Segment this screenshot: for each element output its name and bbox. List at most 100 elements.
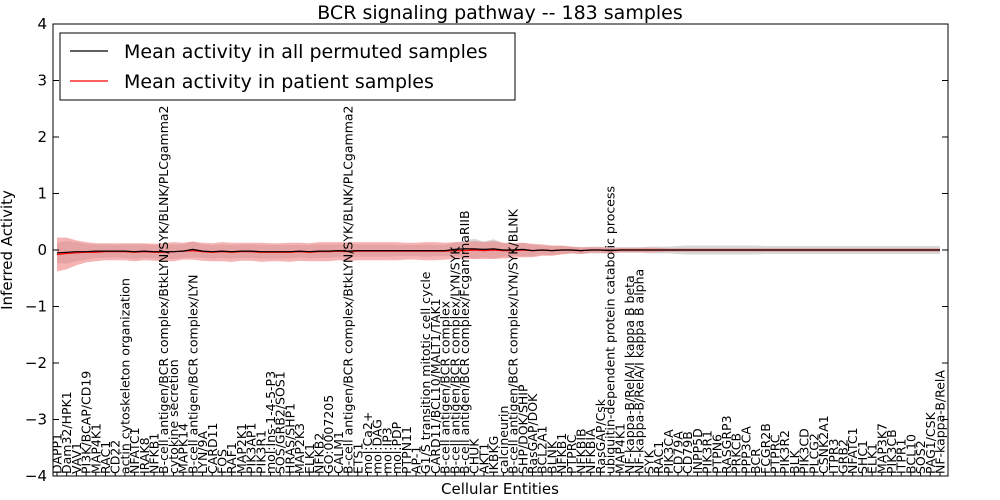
x-tick-label: B-cell antigen/BCR complex/LYN bbox=[185, 275, 200, 475]
x-tick-label: BLK bbox=[787, 449, 802, 474]
x-tick-label: CD79A bbox=[671, 431, 686, 474]
x-tick-label: CARD11 bbox=[205, 423, 220, 475]
x-tick-label: MAP4K1 bbox=[88, 423, 103, 474]
x-tick-label: GO:0007205 bbox=[321, 395, 336, 474]
x-tick-label: B-cell antigen/BCR complex/BtkLYN/SYK/BL… bbox=[341, 106, 356, 475]
x-tick-label: RASGRP3 bbox=[719, 415, 734, 474]
x-tick-label: PIK3CA bbox=[661, 429, 676, 474]
x-tick-label: NFKB1 bbox=[147, 433, 162, 474]
x-tick-label: PTPRC bbox=[768, 434, 783, 474]
x-tick-label: AP-1 bbox=[409, 446, 424, 474]
x-tick-label: B-cell antigen/BCR complex/LYN/SYK/BLNK bbox=[506, 208, 521, 474]
x-tick-label: BCL10 bbox=[903, 434, 918, 474]
x-tick-label: BCR bbox=[748, 448, 763, 474]
x-tick-label: G1/S transition mitotic cell cycle bbox=[418, 271, 433, 474]
x-tick-label: INPP5D bbox=[690, 428, 705, 474]
legend-box bbox=[59, 32, 516, 101]
legend: Mean activity in all permuted samples Me… bbox=[59, 32, 516, 101]
x-tick-label: NFATC1 bbox=[845, 427, 860, 474]
x-tick-label: VAV1 bbox=[69, 442, 84, 474]
x-tick-label: RAC1 bbox=[651, 441, 666, 474]
x-tick-label: SOS2 bbox=[913, 440, 928, 474]
x-tick-label: ubiquitin-dependent protein catabolic pr… bbox=[603, 186, 618, 474]
x-tick-label: RAF1 bbox=[224, 442, 239, 474]
x-tick-label: Dam32/HPK1 bbox=[59, 391, 74, 474]
x-tick-label: PLCG2 bbox=[806, 433, 821, 474]
x-tick-label: PIK3AP1 bbox=[244, 423, 259, 474]
x-tick-label: PPP3CA bbox=[738, 426, 753, 474]
x-tick-label: RasGAP/Csk bbox=[593, 398, 608, 474]
x-tick-label: CARD11/BCL10/MALT1/TAK1 bbox=[428, 298, 443, 474]
x-tick-label: B-cell antigen/BCR complex/FcgammaRIIB bbox=[457, 210, 472, 474]
x-tick-label: AKT1 bbox=[476, 443, 491, 474]
x-tick-label: CD22 bbox=[108, 440, 123, 474]
y-axis-label: Inferred Activity bbox=[0, 190, 16, 310]
x-tick-label: PIK3R1 bbox=[253, 430, 268, 474]
x-tick-label: SHC1 bbox=[855, 440, 870, 474]
x-tick-label: mol:Ins-1-4-5-P3 bbox=[263, 371, 278, 474]
x-tick-label: mol:IP3 bbox=[379, 427, 394, 474]
x-tick-label: SOS/GRB2/SOS1 bbox=[273, 371, 288, 474]
x-tick-label: IRAK8 bbox=[137, 437, 152, 474]
x-tick-label: NF-kappa-B/RelA/I kappa B beta bbox=[622, 275, 637, 474]
variance-bands bbox=[57, 237, 940, 272]
x-tick-label: calcineurin bbox=[496, 406, 511, 474]
x-tick-label: PTPRC bbox=[564, 434, 579, 474]
x-tick-label: CD79B bbox=[680, 431, 695, 474]
x-tick-label: MAPK14 bbox=[176, 423, 191, 474]
series-line-permuted bbox=[56, 248, 940, 254]
x-tick-label: PIK3CD bbox=[797, 428, 812, 474]
x-tick-label: MAP2K1 bbox=[234, 423, 249, 474]
x-tick-label: PIK3R2 bbox=[777, 430, 792, 474]
x-tick-label: ELK1 bbox=[865, 443, 880, 474]
x-tick-label: B-cell antigen/BCR complex/BtkLYN/SYK/BL… bbox=[156, 106, 171, 475]
y-tick-label: −3 bbox=[25, 411, 47, 429]
variance-band-patient bbox=[57, 237, 940, 272]
series-lines bbox=[56, 248, 940, 256]
x-tick-label: mol:Ca2+ bbox=[360, 412, 375, 474]
x-tick-label: B-cell antigen/BCR complex/LYN/SYK bbox=[447, 246, 462, 474]
x-tick-label: MAP3K7 bbox=[874, 423, 889, 474]
x-tick-label: RAC1 bbox=[98, 441, 113, 474]
x-tick-label: IKBKG bbox=[486, 436, 501, 474]
y-tick-label: −2 bbox=[25, 354, 47, 372]
y-tick-label: 1 bbox=[37, 185, 47, 203]
x-tick-label: mol:PDP bbox=[389, 421, 404, 474]
x-tick-labels: DAPP1Dam32/HPK1VAV1PI3K/BCAP/CD19MAP4K1R… bbox=[50, 106, 948, 476]
x-tick-label: CALM1 bbox=[331, 431, 346, 474]
x-tick-label: FCGR2B bbox=[758, 423, 773, 474]
y-tick-label: 0 bbox=[37, 241, 47, 259]
x-tick-label: NFKB2 bbox=[312, 433, 327, 474]
legend-label-patient: Mean activity in patient samples bbox=[124, 71, 434, 93]
x-tick-label: HRAS/SHP1 bbox=[282, 403, 297, 474]
x-tick-label: CSNK2A1 bbox=[816, 415, 831, 474]
x-tick-label: SHP/DOK/SHIP bbox=[515, 384, 530, 474]
x-tick-label: NF-kappa-B/RelA/I kappa B alpha bbox=[632, 269, 647, 474]
y-axis: −4 −3 −2 −1 0 1 2 3 4 bbox=[25, 15, 948, 485]
x-tick-label: B-cell antigen/BCR complex bbox=[438, 301, 453, 474]
x-tick-label: NFKBIB bbox=[574, 428, 589, 474]
x-tick-label: ITPR3 bbox=[826, 439, 841, 475]
x-tick-label: mol:DAG bbox=[370, 419, 385, 474]
x-axis-label: Cellular Entities bbox=[441, 480, 559, 498]
x-tick-label: MAP2K3 bbox=[292, 423, 307, 474]
x-tick-label: LYN/9A bbox=[195, 431, 210, 474]
x-tick-label: FOS bbox=[215, 449, 230, 474]
x-tick-label: NFKB1 bbox=[554, 433, 569, 474]
x-tick-label: MAP4K1 bbox=[612, 423, 627, 474]
x-tick-label: GRB2 bbox=[836, 439, 851, 474]
y-tick-label: −4 bbox=[25, 467, 47, 485]
y-tick-label: 2 bbox=[37, 128, 47, 146]
x-tick-label: BCL2A1 bbox=[535, 425, 550, 474]
x-tick-label: CHUK bbox=[467, 438, 482, 474]
x-tick-label: PIK3R1 bbox=[700, 430, 715, 474]
legend-label-permuted: Mean activity in all permuted samples bbox=[124, 41, 487, 63]
x-tick-label: PRKCB bbox=[729, 433, 744, 474]
x-tick-label: NF-kappa-B/RelA bbox=[933, 370, 948, 474]
x-tick-label: ETS1 bbox=[350, 443, 365, 474]
x-tick-label: NFATC1 bbox=[127, 427, 142, 474]
x-tick-label: PTPN6 bbox=[709, 434, 724, 474]
y-tick-label: −1 bbox=[25, 298, 47, 316]
x-tick-label: PIK3CB bbox=[884, 429, 899, 474]
